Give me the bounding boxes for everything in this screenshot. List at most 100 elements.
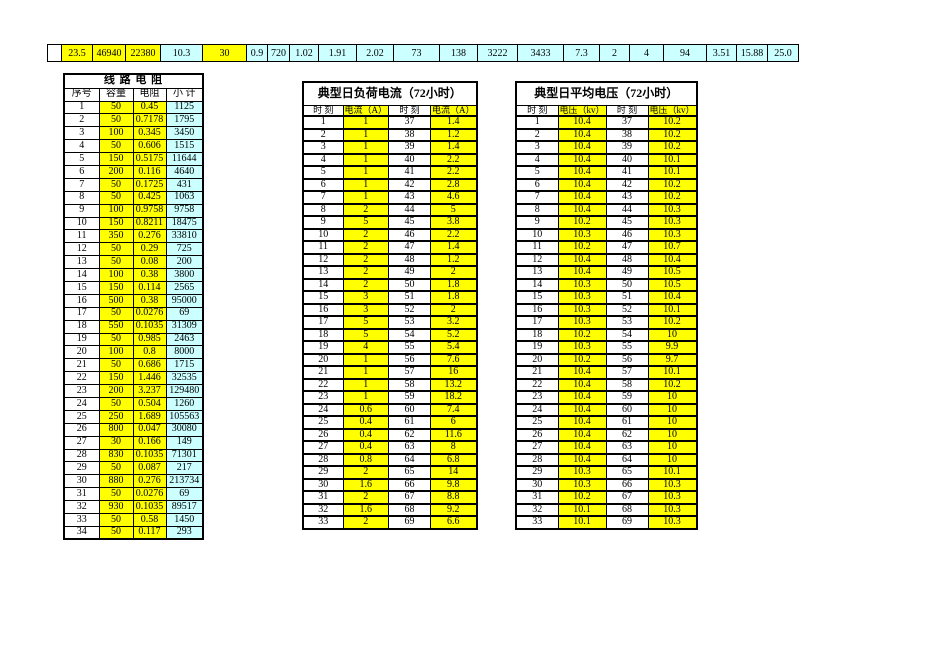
cell[interactable]: 800	[98, 422, 134, 437]
cell[interactable]: 150	[98, 152, 134, 166]
cell[interactable]: 1	[342, 165, 389, 180]
cell[interactable]: 24	[302, 402, 344, 417]
cell[interactable]: 43	[605, 190, 649, 205]
cell[interactable]: 725	[165, 242, 204, 257]
cell[interactable]: 42	[605, 177, 649, 192]
cell[interactable]: 10.4	[557, 377, 607, 392]
cell[interactable]: 0.38	[132, 293, 167, 308]
strip-cell[interactable]: 46940	[92, 44, 126, 62]
cell[interactable]: 2	[342, 277, 389, 292]
cell[interactable]: 6.6	[429, 515, 478, 530]
cell[interactable]: 6	[63, 164, 100, 179]
cell[interactable]: 0.985	[132, 332, 167, 347]
cell[interactable]: 105563	[165, 409, 204, 424]
cell[interactable]: 71301	[165, 448, 204, 463]
cell[interactable]: 10.3	[647, 227, 698, 242]
cell[interactable]: 10	[647, 427, 698, 442]
cell[interactable]: 55	[388, 340, 431, 355]
cell[interactable]: 28	[63, 448, 100, 463]
cell[interactable]: 18	[63, 319, 100, 334]
cell[interactable]: 50	[98, 113, 134, 128]
cell[interactable]: 6.8	[429, 452, 478, 467]
cell[interactable]: 52	[605, 302, 649, 317]
cell[interactable]: 40	[605, 152, 649, 167]
cell[interactable]: 10.4	[557, 190, 607, 205]
cell[interactable]: 19	[302, 340, 344, 355]
cell[interactable]: 9.2	[429, 502, 478, 517]
cell[interactable]: 10	[63, 216, 100, 231]
cell[interactable]: 19	[63, 332, 100, 347]
cell[interactable]: 50	[98, 525, 134, 540]
cell[interactable]: 0.0276	[132, 306, 167, 321]
cell[interactable]: 69	[165, 306, 204, 321]
cell[interactable]: 0.087	[132, 461, 167, 476]
cell[interactable]: 21	[515, 365, 559, 380]
cell[interactable]: 250	[98, 409, 134, 424]
cell[interactable]: 200	[165, 255, 204, 270]
cell[interactable]: 89517	[165, 500, 204, 514]
cell[interactable]: 4	[302, 152, 344, 167]
cell[interactable]: 50	[98, 487, 134, 502]
cell[interactable]: 0.0276	[132, 487, 167, 502]
cell[interactable]: 30	[302, 477, 344, 492]
cell[interactable]: 10.2	[557, 352, 607, 367]
cell[interactable]: 12	[515, 252, 559, 267]
cell[interactable]: 69	[388, 515, 431, 530]
cell[interactable]: 0.116	[132, 164, 167, 179]
cell[interactable]: 51	[388, 290, 431, 305]
cell[interactable]: 10.4	[557, 202, 607, 217]
cell[interactable]: 3	[342, 290, 389, 305]
cell[interactable]: 32535	[165, 371, 204, 386]
cell[interactable]: 10.4	[557, 415, 607, 430]
cell[interactable]: 38	[388, 127, 431, 142]
cell[interactable]: 0.1035	[132, 448, 167, 463]
cell[interactable]: 48	[388, 252, 431, 267]
cell[interactable]: 4	[515, 152, 559, 167]
cell[interactable]: 69	[165, 487, 204, 502]
cell[interactable]: 10.2	[647, 177, 698, 192]
cell[interactable]: 5	[429, 202, 478, 217]
cell[interactable]: 26	[515, 427, 559, 442]
cell[interactable]: 2	[342, 240, 389, 255]
cell[interactable]: 9	[515, 215, 559, 230]
cell[interactable]: 34	[63, 525, 100, 540]
strip-cell[interactable]: 1.91	[318, 44, 357, 62]
cell[interactable]: 8	[429, 440, 478, 455]
cell[interactable]: 50	[98, 100, 134, 115]
cell[interactable]: 17	[63, 306, 100, 321]
cell[interactable]: 1	[342, 365, 389, 380]
cell[interactable]: 18	[515, 327, 559, 342]
cell[interactable]: 53	[605, 315, 649, 330]
cell[interactable]: 11644	[165, 152, 204, 166]
cell[interactable]: 200	[98, 384, 134, 398]
column-header[interactable]: 时 刻	[605, 104, 649, 117]
cell[interactable]: 1260	[165, 396, 204, 411]
cell[interactable]: 7.4	[429, 402, 478, 417]
cell[interactable]: 42	[388, 177, 431, 192]
cell[interactable]: 10.3	[557, 277, 607, 292]
cell[interactable]: 8000	[165, 345, 204, 360]
cell[interactable]: 10.7	[647, 240, 698, 255]
cell[interactable]: 40	[388, 152, 431, 167]
cell[interactable]: 150	[98, 280, 134, 295]
cell[interactable]: 10.3	[647, 477, 698, 492]
cell[interactable]: 10	[647, 390, 698, 405]
cell[interactable]: 10.4	[557, 140, 607, 155]
cell[interactable]: 67	[605, 490, 649, 505]
strip-cell[interactable]: 7.3	[563, 44, 600, 62]
cell[interactable]: 10.4	[647, 290, 698, 305]
cell[interactable]: 10.4	[557, 127, 607, 142]
cell[interactable]: 11	[63, 229, 100, 244]
cell[interactable]: 0.8	[132, 345, 167, 360]
cell[interactable]: 4	[342, 340, 389, 355]
cell[interactable]: 2.2	[429, 165, 478, 180]
cell[interactable]: 9.8	[429, 477, 478, 492]
cell[interactable]: 10.3	[647, 502, 698, 517]
cell[interactable]: 2	[342, 265, 389, 280]
cell[interactable]: 500	[98, 293, 134, 308]
cell[interactable]: 54	[388, 327, 431, 342]
cell[interactable]: 50	[98, 358, 134, 373]
cell[interactable]: 0.606	[132, 139, 167, 154]
cell[interactable]: 3	[515, 140, 559, 155]
cell[interactable]: 4640	[165, 164, 204, 179]
